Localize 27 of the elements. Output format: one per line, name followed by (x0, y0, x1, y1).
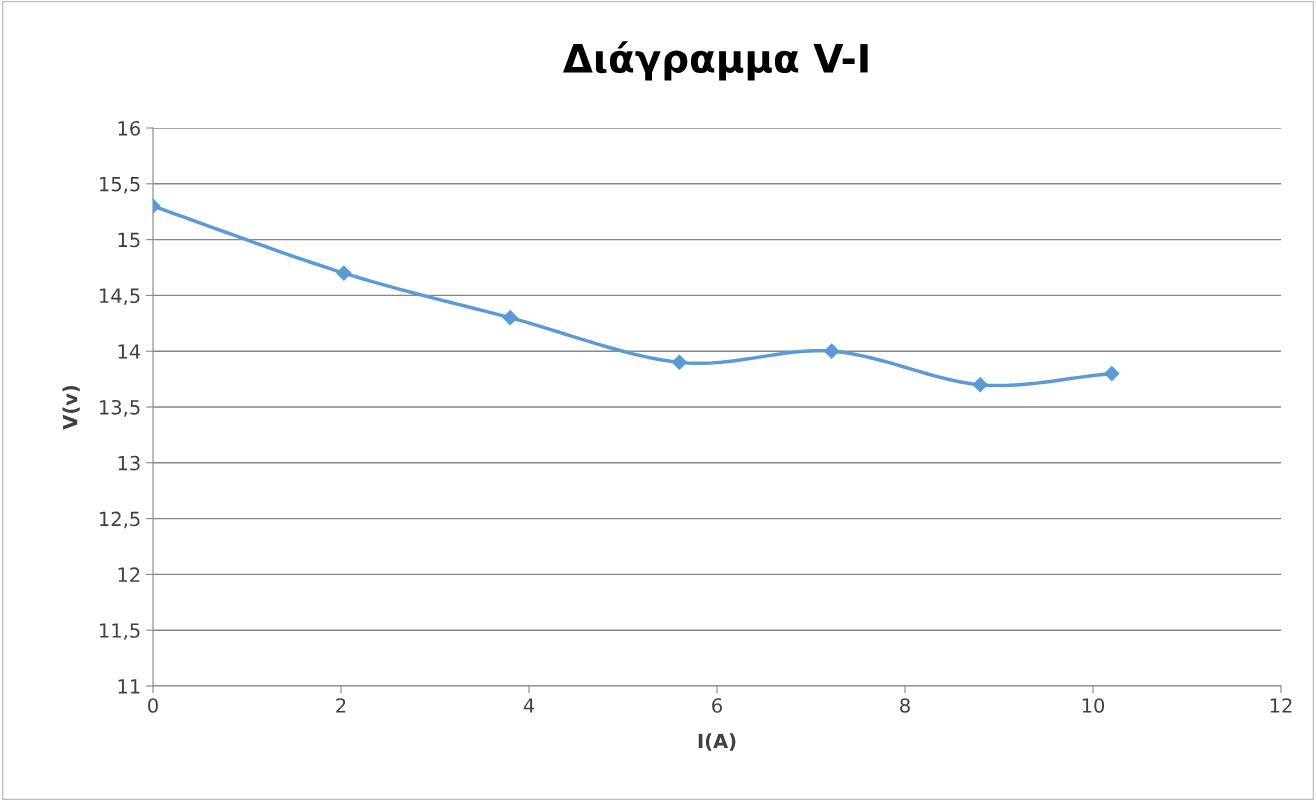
y-tick-label: 12,5 (100, 511, 140, 529)
x-tick-label: 6 (712, 698, 722, 713)
y-tick-label: 14 (118, 344, 141, 359)
x-tick-label: 10 (1082, 698, 1105, 713)
y-tick-label: 15 (118, 232, 140, 248)
point (671, 354, 687, 370)
y-tick-label: 16 (118, 120, 140, 136)
y-axis-title: V(v) (62, 385, 80, 430)
x-tick-label: 2 (336, 698, 346, 713)
point (502, 310, 518, 326)
y-tick-label: 15,5 (100, 177, 140, 194)
point (1104, 365, 1120, 382)
y-tick-label: 14,5 (100, 288, 140, 306)
x-tick-label: 8 (900, 698, 910, 713)
y-tick-label: 12 (118, 567, 140, 582)
y-tick-label: 13,5 (100, 399, 140, 417)
y-tick-label: 11 (118, 679, 140, 694)
y-tick-label: 11,5 (100, 623, 140, 640)
x-tick-label: 12 (1270, 698, 1292, 713)
x-tick-label: 0 (148, 698, 158, 713)
x-tick-label: 4 (523, 698, 535, 713)
point (824, 343, 840, 359)
point (972, 377, 988, 393)
y-tick-label: 13 (118, 455, 140, 471)
chart-title: Διάγραμμα V-I (563, 41, 868, 81)
x-axis-title: I(A) (698, 733, 736, 751)
point (336, 265, 352, 281)
